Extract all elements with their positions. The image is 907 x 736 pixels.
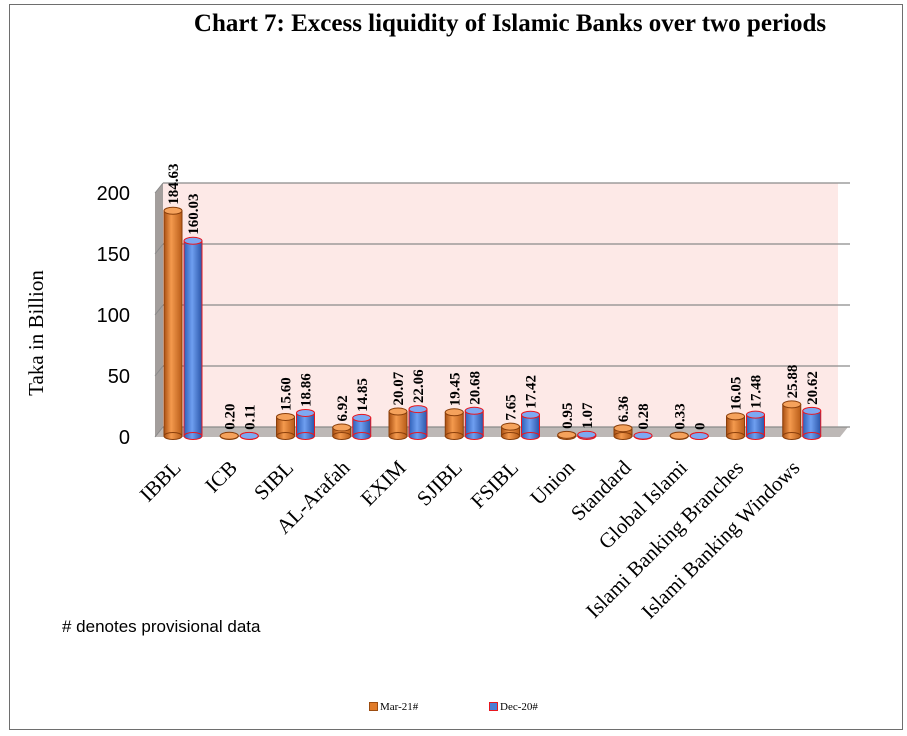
- bar-base-mar21-3: [332, 432, 352, 440]
- data-label-dec20-9: 0: [692, 423, 708, 431]
- bar-base-dec20-10: [746, 432, 765, 440]
- gridline-depth: [154, 426, 164, 438]
- bar-top-dec20-10: [746, 410, 765, 419]
- bar-top-mar21-0: [163, 206, 183, 215]
- legend-swatch-dec20: [489, 701, 498, 711]
- bar-base-dec20-6: [521, 432, 540, 440]
- y-tick-label: 200: [97, 183, 130, 205]
- bar-dec20-0: [183, 240, 203, 437]
- bar-top-dec20-1: [239, 431, 259, 440]
- bar-top-mar21-4: [388, 407, 408, 416]
- y-tick-label: 100: [97, 305, 130, 327]
- x-tick-label-1: ICB: [200, 456, 242, 498]
- data-label-mar21-0: 184.63: [166, 164, 182, 205]
- bar-top-dec20-5: [464, 406, 484, 415]
- gridline-depth: [154, 182, 164, 194]
- data-label-mar21-9: 0.33: [672, 403, 688, 429]
- bar-base-mar21-11: [782, 432, 802, 440]
- bar-top-mar21-2: [276, 412, 295, 421]
- bar-top-mar21-9: [669, 431, 689, 440]
- bar-base-mar21-4: [388, 432, 408, 440]
- gridline-depth: [154, 304, 164, 316]
- legend-label-mar21: Mar-21#: [380, 701, 419, 713]
- legend-swatch-mar21: [369, 701, 378, 711]
- data-label-mar21-4: 20.07: [391, 371, 407, 405]
- bar-mar21-11: [782, 403, 802, 437]
- data-label-mar21-10: 16.05: [729, 377, 745, 411]
- data-label-mar21-3: 6.92: [335, 395, 351, 421]
- bar-top-mar21-7: [557, 430, 577, 439]
- legend-label-dec20: Dec-20#: [500, 701, 538, 713]
- bar-top-dec20-2: [296, 408, 315, 417]
- legend-item-dec20: Dec-20#: [489, 701, 538, 713]
- y-tick-label: 0: [119, 427, 130, 449]
- y-axis-label: Taka in Billion: [24, 270, 48, 396]
- chart-frame: [9, 4, 903, 730]
- bar-top-dec20-11: [802, 406, 822, 415]
- bar-base-mar21-5: [444, 432, 464, 440]
- bar-top-mar21-11: [782, 400, 802, 409]
- bar-top-dec20-3: [352, 413, 372, 422]
- bar-top-dec20-8: [633, 431, 653, 440]
- data-label-dec20-7: 1.07: [580, 402, 596, 429]
- data-label-mar21-2: 15.60: [279, 377, 295, 411]
- gridline-depth: [154, 365, 164, 377]
- bar-base-mar21-6: [501, 432, 520, 440]
- data-label-dec20-11: 20.62: [805, 371, 821, 405]
- bar-base-mar21-10: [726, 432, 745, 440]
- bar-top-dec20-4: [408, 405, 428, 414]
- bar-top-mar21-3: [332, 423, 352, 432]
- data-label-mar21-5: 19.45: [447, 373, 463, 407]
- data-label-mar21-7: 0.95: [560, 403, 576, 429]
- bar-base-dec20-0: [183, 432, 203, 440]
- gridline-depth: [154, 243, 164, 255]
- bar-top-dec20-9: [689, 432, 709, 440]
- x-tick-label-4: EXIM: [356, 455, 411, 510]
- data-label-dec20-10: 17.48: [749, 375, 765, 409]
- bar-base-dec20-5: [464, 432, 484, 440]
- bar-base-mar21-8: [613, 432, 633, 440]
- bar-base-mar21-0: [163, 432, 183, 440]
- bar-top-mar21-1: [219, 431, 239, 440]
- bar-base-mar21-2: [276, 432, 295, 440]
- data-label-mar21-6: 7.65: [504, 394, 520, 420]
- x-tick-label-0: IBBL: [135, 456, 186, 507]
- bar-base-dec20-3: [352, 432, 372, 440]
- data-label-dec20-8: 0.28: [636, 403, 652, 429]
- data-label-mar21-11: 25.88: [785, 365, 801, 399]
- bar-base-dec20-4: [408, 432, 428, 440]
- bar-mar21-0: [163, 210, 183, 437]
- data-label-dec20-2: 18.86: [299, 373, 315, 407]
- y-tick-label: 50: [108, 366, 130, 388]
- footnote: # denotes provisional data: [62, 617, 261, 636]
- x-tick-label-2: SIBL: [249, 456, 298, 505]
- bar-top-dec20-7: [577, 430, 597, 439]
- legend-item-mar21: Mar-21#: [369, 701, 418, 713]
- y-tick-label: 150: [97, 244, 130, 266]
- data-label-mar21-1: 0.20: [222, 404, 238, 430]
- chart-title: Chart 7: Excess liquidity of Islamic Ban…: [193, 10, 827, 37]
- x-tick-label-5: SJIBL: [412, 456, 467, 511]
- bar-top-dec20-6: [521, 410, 540, 419]
- data-label-dec20-0: 160.03: [186, 194, 202, 235]
- data-label-dec20-1: 0.11: [242, 404, 258, 429]
- bar-top-mar21-8: [613, 424, 633, 433]
- data-label-dec20-4: 22.06: [411, 369, 427, 403]
- bar-base-dec20-2: [296, 432, 315, 440]
- data-label-dec20-3: 14.85: [355, 378, 371, 412]
- bar-base-dec20-11: [802, 432, 822, 440]
- data-label-dec20-5: 20.68: [467, 371, 483, 405]
- bar-top-dec20-0: [183, 236, 203, 245]
- x-tick-label-6: FSIBL: [466, 456, 523, 513]
- bar-top-mar21-5: [444, 408, 464, 417]
- data-label-mar21-8: 6.36: [616, 395, 632, 422]
- data-label-dec20-6: 17.42: [524, 375, 540, 409]
- bar-dec20-4: [408, 408, 428, 437]
- bar-top-mar21-10: [726, 412, 745, 421]
- bar-top-mar21-6: [501, 422, 520, 431]
